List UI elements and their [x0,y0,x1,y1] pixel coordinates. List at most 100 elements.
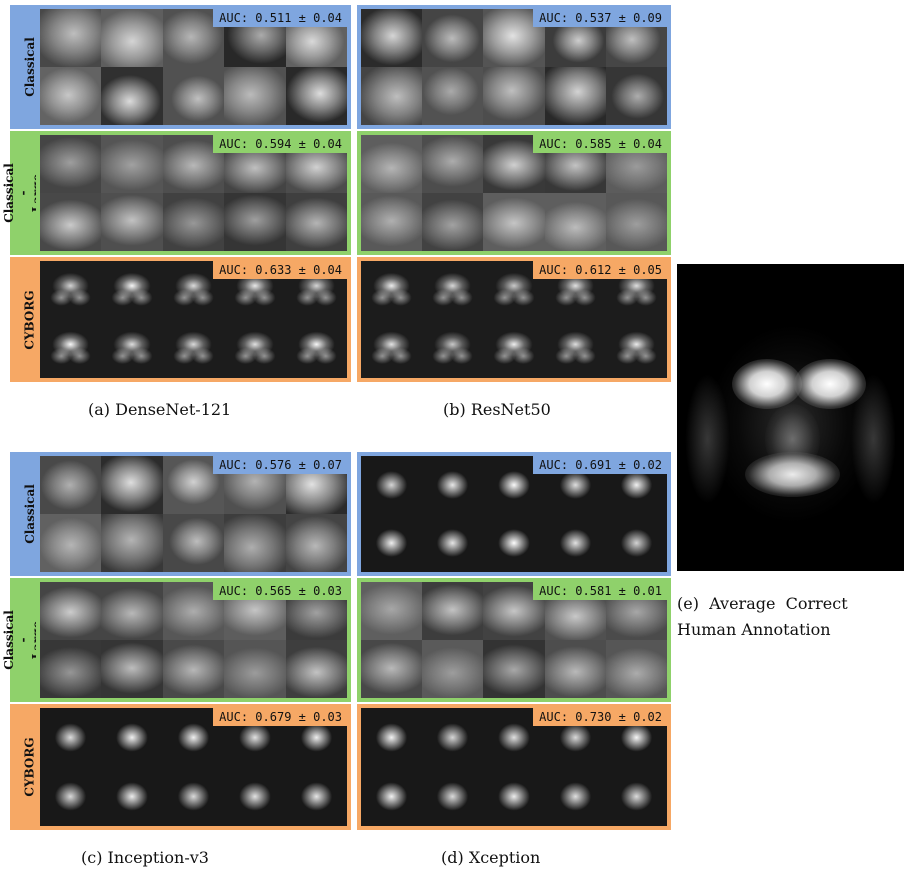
caption-a: (a) DenseNet-121 [88,400,232,419]
heatmap-thumbnail [101,193,163,251]
heatmap-thumbnail [544,67,606,125]
heatmap-thumbnail [544,319,606,378]
heatmap-thumbnail [483,67,545,125]
heatmap-thumbnail [162,193,225,251]
heatmap-grid [361,261,667,378]
heatmap-thumbnail [361,708,423,767]
heatmap-thumbnail [605,767,667,826]
heatmap-thumbnail [422,456,484,514]
heatmap-thumbnail [483,135,545,193]
heatmap-thumbnail [224,640,286,698]
heatmap-thumbnail [224,319,286,378]
auc-label: AUC: 0.511 ± 0.04 [213,9,347,27]
auc-label: AUC: 0.633 ± 0.04 [213,261,347,279]
heatmap-thumbnail [544,640,606,698]
heatmap-thumbnail [544,767,606,826]
annotation-mouth [745,452,840,497]
heatmap-thumbnail [605,640,667,698]
caption-b: (b) ResNet50 [443,400,551,419]
heatmap-thumbnail [422,135,484,193]
heatmap-thumbnail [285,514,347,572]
heatmap-thumbnail [422,9,484,67]
heatmap-thumbnail [285,319,347,378]
heatmap-thumbnail [162,767,225,826]
heatmap-thumbnail [422,708,484,767]
heatmap-thumbnail [285,67,347,125]
heatmap-thumbnail [40,319,102,378]
heatmap-thumbnail [101,456,163,514]
heatmap-thumbnail [422,767,484,826]
heatmap-thumbnail [40,514,102,572]
heatmap-thumbnail [422,261,484,320]
heatmap-thumbnail [605,67,667,125]
heatmap-thumbnail [422,67,484,125]
panel-c-classical: AUC: 0.576 ± 0.07 [36,452,351,576]
heatmap-thumbnail [40,261,102,320]
heatmap-thumbnail [361,67,423,125]
heatmap-thumbnail [361,193,423,251]
heatmap-thumbnail [483,261,545,320]
heatmap-thumbnail [361,640,423,698]
heatmap-thumbnail [361,261,423,320]
auc-label: AUC: 0.679 ± 0.03 [213,708,347,726]
heatmap-thumbnail [361,767,423,826]
auc-label: AUC: 0.576 ± 0.07 [213,456,347,474]
auc-label: AUC: 0.565 ± 0.03 [213,582,347,600]
panel-b-large-data: AUC: 0.585 ± 0.04 [357,131,671,255]
heatmap-thumbnail [544,514,606,572]
heatmap-thumbnail [40,9,102,67]
panel-b-classical: AUC: 0.537 ± 0.09 [357,5,671,129]
heatmap-thumbnail [40,67,102,125]
heatmap-thumbnail [422,582,484,640]
panel-c-large-data: AUC: 0.565 ± 0.03 [36,578,351,702]
heatmap-thumbnail [40,456,102,514]
auc-label: AUC: 0.585 ± 0.04 [533,135,667,153]
panel-d-large-data: AUC: 0.581 ± 0.01 [357,578,671,702]
heatmap-thumbnail [101,319,163,378]
heatmap-thumbnail [224,767,286,826]
heatmap-thumbnail [544,193,606,251]
heatmap-thumbnail [361,514,423,572]
heatmap-thumbnail [285,193,347,251]
heatmap-thumbnail [162,319,225,378]
caption-c: (c) Inception-v3 [81,848,209,867]
heatmap-thumbnail [101,9,163,67]
heatmap-grid [40,261,347,378]
heatmap-thumbnail [422,193,484,251]
heatmap-thumbnail [40,135,102,193]
panel-a-classical: AUC: 0.511 ± 0.04 [36,5,351,129]
heatmap-grid [40,582,347,698]
heatmap-thumbnail [101,767,163,826]
heatmap-grid [361,135,667,251]
panel-a-large-data: AUC: 0.594 ± 0.04 [36,131,351,255]
caption-e-line2: Human Annotation [677,620,831,639]
heatmap-thumbnail [483,514,545,572]
heatmap-thumbnail [483,640,545,698]
average-annotation-image [677,264,904,571]
heatmap-thumbnail [101,582,163,640]
heatmap-grid [40,135,347,251]
heatmap-thumbnail [483,193,545,251]
heatmap-thumbnail [101,640,163,698]
heatmap-thumbnail [605,319,667,378]
heatmap-thumbnail [162,67,225,125]
heatmap-grid [40,9,347,125]
heatmap-thumbnail [101,67,163,125]
heatmap-thumbnail [224,193,286,251]
annotation-left-eye [732,359,802,409]
heatmap-thumbnail [483,767,545,826]
heatmap-thumbnail [422,319,484,378]
heatmap-thumbnail [162,514,225,572]
heatmap-thumbnail [101,135,163,193]
heatmap-thumbnail [40,640,102,698]
heatmap-thumbnail [40,708,102,767]
annotation-left-cheek [685,374,730,504]
panel-d-classical: AUC: 0.691 ± 0.02 [357,452,671,576]
heatmap-thumbnail [361,456,423,514]
auc-label: AUC: 0.612 ± 0.05 [533,261,667,279]
heatmap-thumbnail [361,319,423,378]
heatmap-thumbnail [162,640,225,698]
heatmap-thumbnail [422,514,484,572]
heatmap-thumbnail [101,261,163,320]
heatmap-thumbnail [40,193,102,251]
